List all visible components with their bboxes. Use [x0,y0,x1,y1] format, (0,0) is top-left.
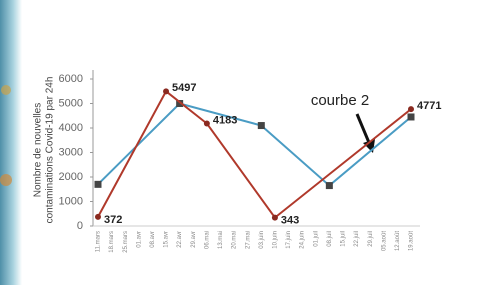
series-line [98,104,411,186]
annotation-arrow [357,114,370,145]
y-axis-label: Nombre de nouvelles [33,103,44,198]
data-label: 5497 [172,82,196,94]
x-tick-label: 12.août [395,231,401,251]
data-label: 4183 [213,114,237,126]
x-tick-label: 18.mars [109,231,115,253]
y-axis-label: contaminations Covid-19 par 24h [45,77,56,224]
x-tick-label: 17.juin [286,231,292,249]
annotation: courbe 2 [311,92,369,109]
marker [95,181,102,188]
x-tick-label: 24.juin [300,231,306,249]
x-tick-label: 10.juin [272,231,278,249]
marker [408,106,414,112]
y-tick-label: 0 [77,220,83,232]
data-label: 343 [281,215,299,227]
marker [258,122,265,129]
marker [272,215,278,221]
x-tick-label: 29.avr [191,231,197,248]
marker [95,214,101,220]
x-tick-label: 13.mai [218,231,224,249]
decor-virus [1,85,11,95]
x-tick-label: 19.août [409,231,415,251]
x-tick-label: 29.juil [368,231,374,247]
x-tick-label: 08.juil [327,231,333,247]
y-tick-label: 6000 [59,73,83,85]
y-tick-label: 4000 [59,122,83,134]
decor-virus [0,174,12,186]
decor-strip [0,0,22,285]
marker [408,113,415,120]
marker [204,121,210,127]
y-tick-label: 5000 [59,97,83,109]
x-tick-label: 08.avr [150,231,156,248]
x-tick-label: 25.mars [123,231,129,253]
y-tick-label: 3000 [59,146,83,158]
chart: Nombre de nouvelles contaminations Covid… [0,0,477,285]
data-label: 372 [104,214,122,226]
x-tick-label: 20.mai [232,231,238,249]
x-tick-label: 05.août [381,231,387,251]
x-tick-label: 01.avr [136,231,142,248]
page: {"chart_data": { "type": "line", "y_labe… [0,0,477,285]
x-tick-label: 15.avr [164,231,170,248]
x-tick-label: 22.avr [177,231,183,248]
y-tick-label: 1000 [59,195,83,207]
x-tick-label: 01.juil [313,231,319,247]
x-tick-label: 22.juil [354,231,360,247]
x-tick-label: 27.mai [245,231,251,249]
x-tick-label: 06.mai [204,231,210,249]
y-tick-label: 2000 [59,171,83,183]
marker [326,182,333,189]
x-tick-label: 03.juin [259,231,265,249]
x-tick-label: 11.mars [96,231,102,252]
marker [163,88,169,94]
x-tick-label: 15.juil [341,231,347,247]
data-label: 4771 [417,100,441,112]
series-line [98,91,411,217]
